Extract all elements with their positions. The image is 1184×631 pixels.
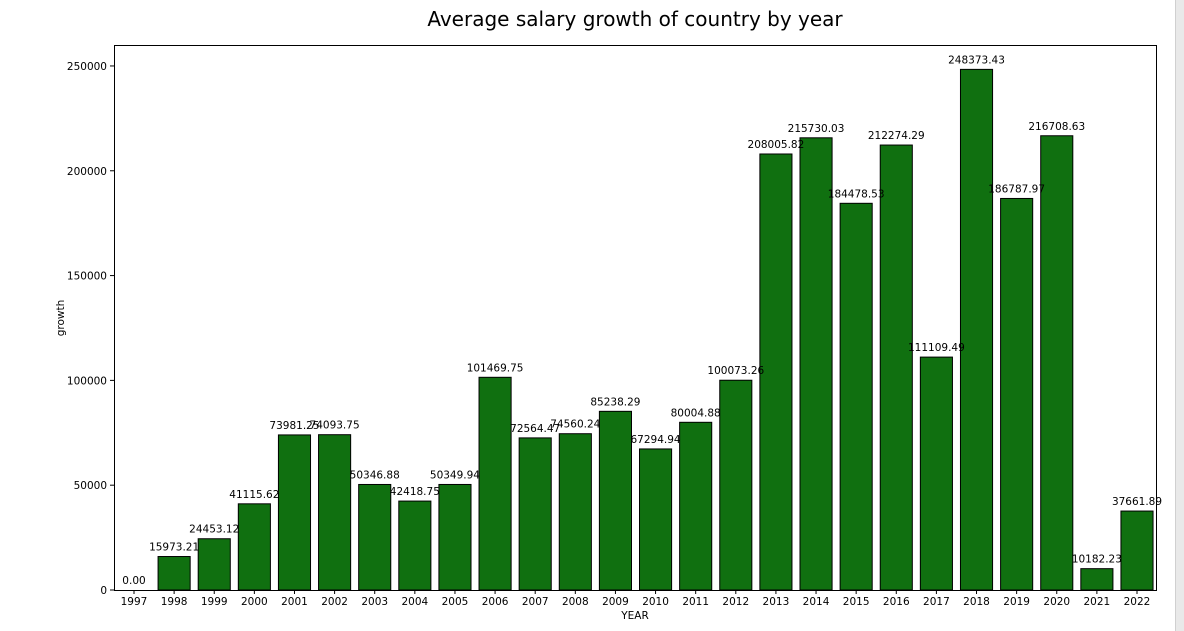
x-tick-label-2016: 2016 [883,596,910,608]
bar-2018 [959,68,994,591]
bar-2014 [799,137,833,591]
x-axis-label: YEAR [620,610,649,622]
data-label-2016: 212274.29 [868,130,925,142]
bar-2002 [318,434,352,591]
y-axis: 0 50000 100000 150000 200000 250000 [67,61,114,597]
x-tick-label-2013: 2013 [763,596,790,608]
data-label-2000: 41115.62 [229,489,279,501]
x-tick-label-1997: 1997 [121,596,148,608]
data-label-2020: 216708.63 [1028,121,1085,133]
x-tick-label-2017: 2017 [923,596,950,608]
data-labels-layer: 0.00 15973.21 24453.12 41115.62 73981.257409… [122,54,1162,587]
x-tick-label-2018: 2018 [963,596,990,608]
bar-2003 [358,483,392,591]
bar-2001 [277,434,312,591]
y-tick-label-250000: 250000 [67,61,107,73]
bar-2016 [879,144,913,591]
y-axis-label: growth [55,300,67,337]
y-tick-label-0: 0 [100,585,107,597]
data-label-2005: 50349.94 [430,469,480,481]
x-tick-label-2020: 2020 [1043,596,1070,608]
data-label-2013: 208005.82 [748,139,805,151]
data-label-2010: 67294.94 [631,434,681,446]
data-label-2011: 80004.88 [671,407,721,419]
bar-2020 [1040,135,1074,591]
x-tick-label-2003: 2003 [361,596,388,608]
x-tick-label-2006: 2006 [482,596,509,608]
data-label-2021: 10182.23 [1072,554,1122,566]
plot-area-frame [114,45,1157,591]
data-label-2015: 184478.53 [828,188,885,200]
bar-2013 [759,153,793,591]
chart-title: Average salary growth of country by year [427,7,843,31]
x-tick-label-1998: 1998 [161,596,188,608]
bar-1998 [157,556,191,591]
x-tick-label-2002: 2002 [321,596,348,608]
x-tick-label-2000: 2000 [241,596,268,608]
bar-2017 [919,356,953,591]
bar-2000 [237,503,271,591]
data-label-2019: 186787.97 [988,183,1045,195]
x-tick-label-2008: 2008 [562,596,589,608]
data-label-2003: 50346.88 [350,469,400,481]
bar-2005 [438,483,472,591]
data-label-2007: 72564.47 [510,423,560,435]
y-tick-label-50000: 50000 [74,480,107,492]
data-label-1998: 15973.21 [149,542,199,554]
x-tick-label-2010: 2010 [642,596,669,608]
window-scrollbar[interactable] [1175,0,1184,631]
x-tick-label-2015: 2015 [843,596,870,608]
bar-1999 [197,538,231,591]
bar-2019 [1000,197,1034,591]
data-label-2004: 42418.75 [390,486,440,498]
data-label-2002: 74093.75 [310,420,360,432]
x-tick-label-2014: 2014 [803,596,830,608]
data-label-2006: 101469.75 [467,362,524,374]
bar-2012 [719,379,753,591]
x-tick-label-2022: 2022 [1124,596,1151,608]
data-label-2001: 73981.25 [269,420,319,432]
x-tick-label-2019: 2019 [1003,596,1030,608]
data-label-1999: 24453.12 [189,524,239,536]
bar-2015 [839,202,873,591]
x-tick-label-1999: 1999 [201,596,228,608]
data-label-1997: 0.00 [122,575,145,587]
bar-2007 [518,437,552,591]
bar-2021 [1080,568,1114,591]
bar-2009 [598,410,632,591]
bar-2008 [558,433,592,591]
bar-2022 [1120,510,1154,591]
data-label-2009: 85238.29 [590,396,640,408]
x-tick-label-2012: 2012 [722,596,749,608]
data-label-2018: 248373.43 [948,54,1005,66]
bar-2010 [639,448,673,591]
data-label-2017: 111109.49 [908,342,965,354]
bar-2004 [398,500,432,591]
bar-2011 [679,421,713,591]
x-tick-label-2009: 2009 [602,596,629,608]
x-axis: 1997 1998 1999 2000 2001 2002 2003 2004 2005 2006… [121,590,1151,608]
x-tick-label-2007: 2007 [522,596,549,608]
bars-layer [157,68,1154,591]
x-tick-label-2005: 2005 [442,596,469,608]
x-tick-label-2021: 2021 [1084,596,1111,608]
data-label-2008: 74560.24 [550,419,600,431]
data-label-2012: 100073.26 [707,365,764,377]
x-tick-label-2011: 2011 [682,596,709,608]
x-tick-label-2001: 2001 [281,596,308,608]
x-tick-label-2004: 2004 [401,596,428,608]
y-tick-label-200000: 200000 [67,166,107,178]
data-label-2014: 215730.03 [788,123,845,135]
bar-2006 [478,376,512,591]
y-tick-label-150000: 150000 [67,271,107,283]
data-label-2022: 37661.89 [1112,496,1162,508]
y-tick-label-100000: 100000 [67,375,107,387]
